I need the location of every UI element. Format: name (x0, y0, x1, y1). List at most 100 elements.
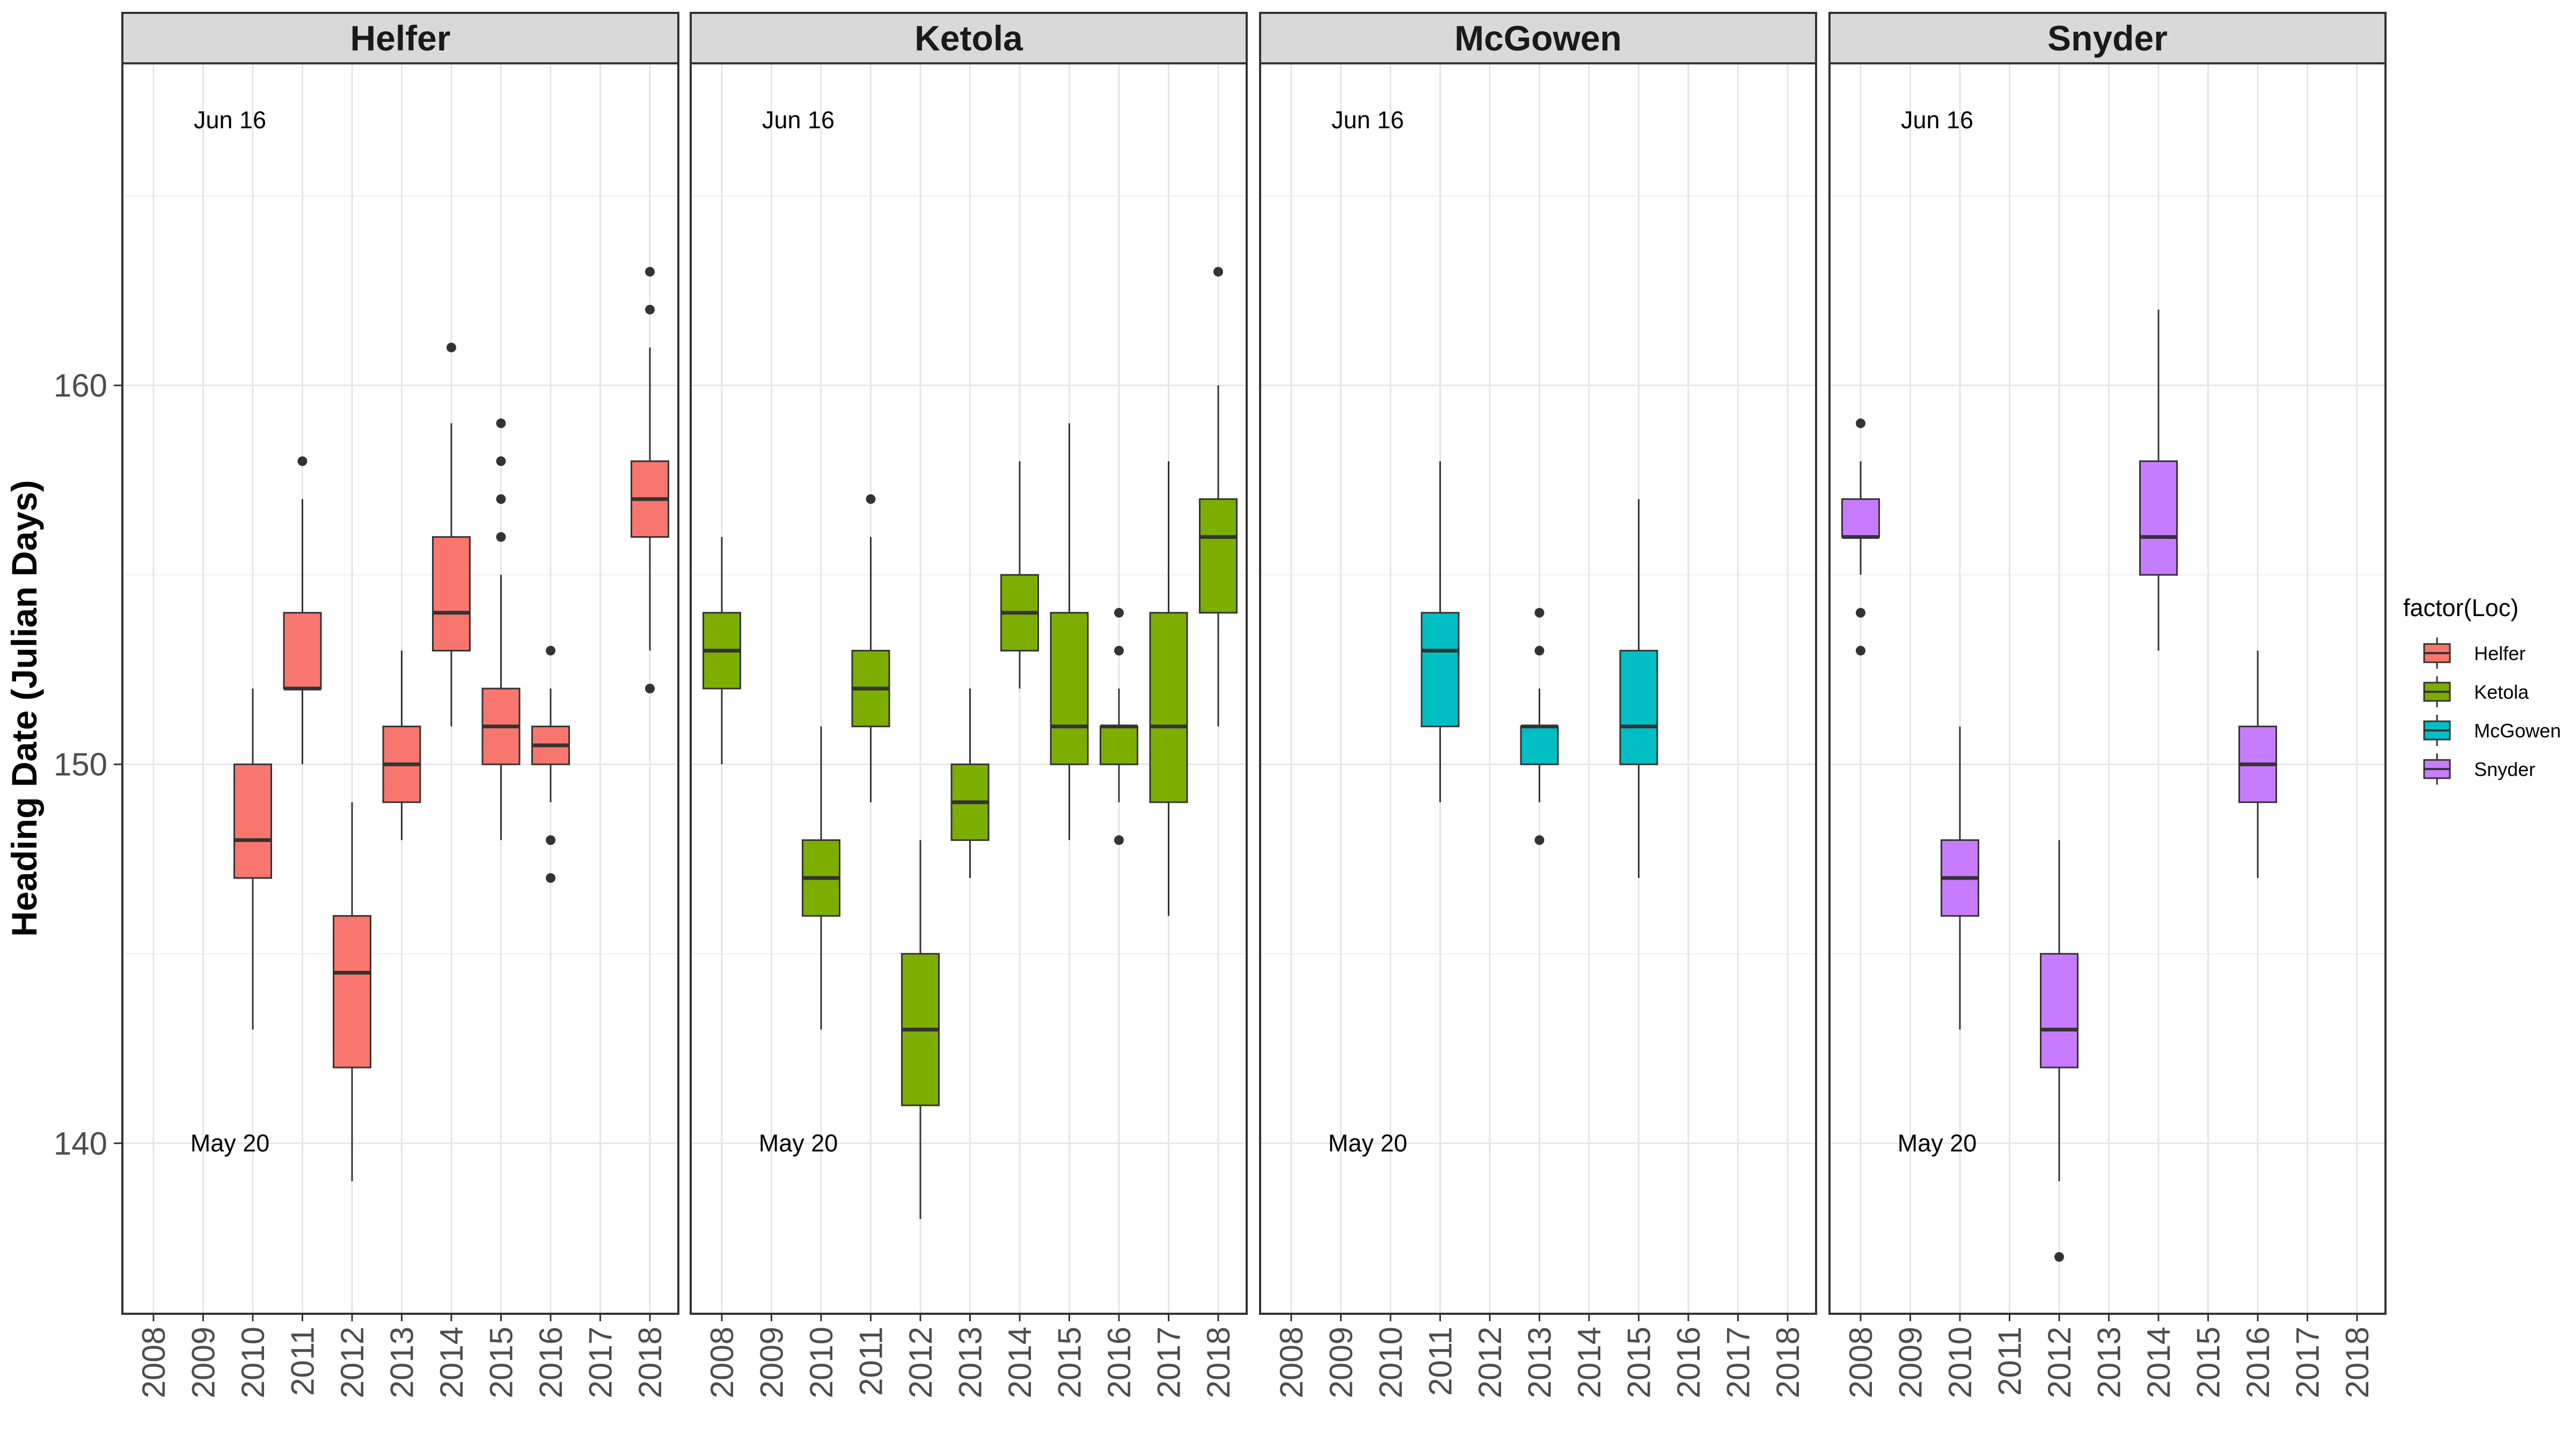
box-ketola-2013 (950, 689, 990, 879)
outlier-point (645, 267, 655, 277)
x-tick-label: 2016 (1671, 1327, 1707, 1398)
box-iqr (1100, 726, 1138, 765)
legend-item-helfer: Helfer (2423, 638, 2526, 669)
box-ketola-2012 (901, 840, 940, 1219)
box-helfer-2018 (631, 267, 669, 693)
legend-title: factor(Loc) (2403, 594, 2519, 621)
facet-strip-label: McGowen (1454, 18, 1622, 58)
x-tick-label: 2014 (434, 1327, 470, 1398)
x-tick-label: 2015 (1621, 1327, 1657, 1398)
box-helfer-2011 (283, 456, 322, 765)
x-tick-label: 2011 (853, 1327, 889, 1396)
x-tick-label: 2017 (1721, 1327, 1757, 1398)
box-snyder-2008 (1841, 418, 1880, 656)
x-tick-label: 2018 (1770, 1327, 1806, 1398)
box-ketola-2010 (802, 726, 840, 1030)
legend-label: Helfer (2474, 642, 2526, 664)
x-tick-label: 2012 (903, 1327, 939, 1398)
legend-item-mcgowen: McGowen (2423, 715, 2561, 746)
facet-strip (121, 12, 679, 64)
annotation-label: Jun 16 (1331, 106, 1404, 134)
legend: factor(Loc) Helfer Ketola McGowen Snyder (2403, 594, 2561, 785)
box-iqr (1520, 726, 1559, 765)
box-helfer-2015 (481, 418, 521, 840)
annotation-label: May 20 (1898, 1129, 1977, 1157)
facet-strip-label: Ketola (914, 18, 1023, 58)
x-tick-label: 2012 (2041, 1327, 2077, 1398)
box-iqr (233, 763, 272, 879)
outlier-point (1213, 267, 1223, 277)
x-tick-label: 2011 (1423, 1327, 1459, 1396)
outlier-point (297, 456, 308, 466)
x-tick-label: 2013 (384, 1327, 420, 1398)
panel-helfer: Jun 16 May 20 Helfer 2008 2009 2010 2011 2012 20… (121, 12, 679, 1398)
legend-label: McGowen (2474, 720, 2561, 742)
box-helfer-2012 (333, 802, 371, 1181)
x-tick-label: 2013 (953, 1327, 989, 1398)
facet-strip (1259, 12, 1817, 64)
box-snyder-2016 (2238, 650, 2277, 879)
box-iqr (1050, 612, 1089, 765)
x-tick-label: 2008 (136, 1327, 172, 1398)
outlier-point (866, 494, 876, 504)
outlier-point (1856, 608, 1865, 618)
panel-background (1829, 63, 2385, 1314)
box-helfer-2014 (432, 342, 471, 727)
panel-background (1260, 63, 1816, 1314)
x-tick-label: 2018 (1201, 1327, 1236, 1398)
x-tick-label: 2010 (1373, 1327, 1409, 1398)
legend-label: Snyder (2474, 758, 2535, 780)
outlier-point (1114, 835, 1124, 845)
x-tick-label: 2016 (2240, 1327, 2276, 1398)
outlier-point (546, 646, 555, 656)
x-tick-label: 2009 (1323, 1327, 1359, 1398)
box-iqr (333, 915, 371, 1069)
annotation-label: May 20 (759, 1129, 838, 1157)
box-ketola-2008 (702, 537, 741, 765)
x-tick-label: 2016 (533, 1327, 569, 1398)
box-ketola-2011 (851, 494, 890, 802)
y-axis-title: Heading Date (Julian Days) (4, 480, 44, 937)
outlier-point (496, 418, 506, 428)
box-iqr (1149, 612, 1188, 803)
x-tick-label: 2017 (583, 1327, 619, 1398)
x-tick-label: 2013 (1522, 1327, 1558, 1398)
x-tick-label: 2017 (2290, 1327, 2326, 1398)
x-tick-label: 2018 (632, 1327, 668, 1398)
box-ketola-2016 (1100, 608, 1138, 845)
x-tick-label: 2013 (2091, 1327, 2127, 1398)
panel-background (122, 63, 678, 1314)
annotation-label: Jun 16 (194, 106, 266, 134)
x-tick-label: 2012 (334, 1327, 370, 1398)
legend-item-snyder: Snyder (2423, 753, 2535, 785)
box-helfer-2010 (233, 689, 272, 1030)
facet-strip (1828, 12, 2387, 64)
outlier-point (496, 494, 506, 504)
x-tick-label: 2009 (186, 1327, 222, 1398)
box-helfer-2016 (531, 646, 570, 883)
outlier-point (546, 835, 555, 845)
box-iqr (2040, 953, 2079, 1069)
outlier-point (496, 456, 506, 466)
box-iqr (283, 612, 322, 690)
box-snyder-2014 (2139, 309, 2178, 651)
box-snyder-2010 (1941, 726, 1979, 1030)
x-tick-label: 2008 (1843, 1327, 1879, 1398)
x-tick-label: 2015 (484, 1327, 519, 1398)
outlier-point (1856, 646, 1865, 656)
outlier-point (1534, 646, 1545, 656)
annotation-label: May 20 (1328, 1129, 1408, 1157)
facet-panels: Jun 16 May 20 Helfer 2008 2009 2010 2011 2012 20… (121, 12, 2387, 1398)
x-tick-label: 2010 (803, 1327, 839, 1398)
outlier-point (546, 873, 555, 883)
x-tick-label: 2015 (2191, 1327, 2227, 1398)
x-tick-label: 2018 (2339, 1327, 2375, 1398)
panel-ketola: Jun 16 May 20 Ketola 2008 2009 2010 2011 2012 20… (690, 12, 1248, 1398)
legend-label: Ketola (2474, 681, 2529, 703)
box-mcgowen-2011 (1421, 461, 1460, 802)
legend-item-ketola: Ketola (2423, 676, 2529, 707)
y-tick-label: 150 (54, 747, 107, 782)
outlier-point (447, 342, 456, 353)
outlier-point (2054, 1252, 2064, 1262)
annotation-label: Jun 16 (762, 106, 835, 134)
